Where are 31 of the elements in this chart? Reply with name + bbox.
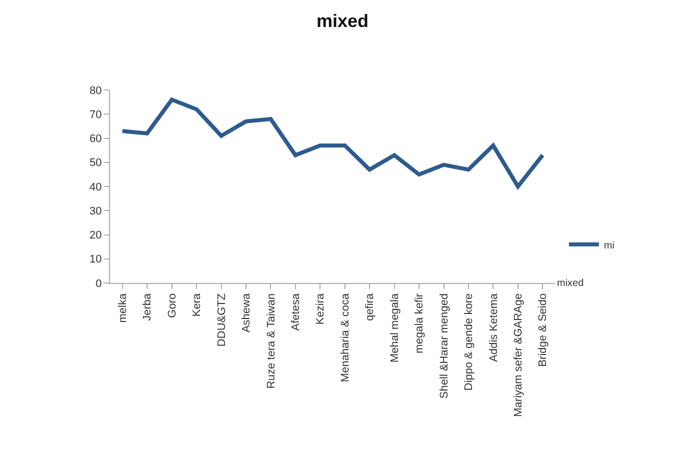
chart-title: mixed <box>316 10 369 31</box>
x-tick-label: Bridge & Seido <box>537 293 550 367</box>
y-tick-label: 40 <box>90 181 102 194</box>
x-tick-label: Ruze tera & Taiwan <box>265 293 278 389</box>
y-tick-label: 50 <box>90 157 102 170</box>
x-tick-label: Mariyam sefer &GARAge <box>512 293 524 417</box>
x-tick-label: DDU&GTZ <box>216 293 228 347</box>
x-tick-label: Shell &Harar menged <box>438 293 450 399</box>
y-tick-label: 0 <box>96 278 102 290</box>
legend-label: mi <box>604 240 614 252</box>
y-tick-label: 10 <box>90 254 102 266</box>
x-tick-label: Ashewa <box>240 292 253 333</box>
x-tick-label: Afetesa <box>290 292 302 331</box>
y-tick-label: 20 <box>90 230 102 242</box>
x-tick-label: megala kefir <box>414 293 426 354</box>
x-tick-label: Mehal megala <box>388 292 401 362</box>
y-tick-label: 60 <box>90 133 102 146</box>
y-tick-label: 70 <box>90 108 102 121</box>
line-series <box>120 98 545 188</box>
y-tick-label: 30 <box>90 205 102 218</box>
x-tick-label: Dippo & gende kore <box>463 293 476 391</box>
x-tick-label: Goro <box>166 293 178 318</box>
x-tick-label: Menaharia & coca <box>339 292 352 382</box>
y-tick-label: 80 <box>90 84 102 97</box>
x-tick-label: melka <box>116 292 129 323</box>
x-tick-label: qefira <box>364 292 376 321</box>
x-tick-label: Kera <box>191 292 204 317</box>
x-tick-label: Kezira <box>314 292 327 325</box>
text: mixed <box>557 278 584 289</box>
x-tick-label: Jerba <box>142 292 154 321</box>
x-tick-label: Addis Ketema <box>488 292 500 362</box>
